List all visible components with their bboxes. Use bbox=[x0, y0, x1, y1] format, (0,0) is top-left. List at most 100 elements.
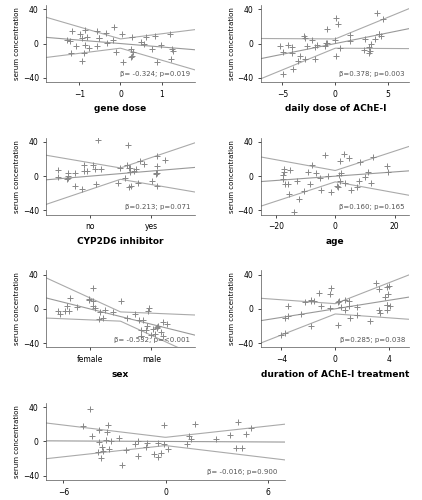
Point bbox=[380, 16, 387, 24]
Point bbox=[368, 179, 374, 187]
Point bbox=[154, 58, 161, 66]
Point bbox=[323, 39, 330, 47]
Point bbox=[55, 308, 62, 316]
Point bbox=[120, 58, 127, 66]
Point bbox=[356, 177, 362, 185]
Point bbox=[337, 169, 344, 177]
Point bbox=[67, 38, 73, 46]
Point bbox=[137, 157, 143, 165]
Point bbox=[126, 183, 133, 191]
Point bbox=[322, 42, 329, 50]
Point bbox=[160, 318, 166, 326]
Point bbox=[357, 158, 364, 166]
Point bbox=[140, 40, 147, 48]
Point bbox=[69, 27, 76, 35]
Point bbox=[122, 446, 129, 454]
Point bbox=[325, 172, 332, 180]
Point bbox=[80, 422, 87, 430]
Point bbox=[387, 302, 393, 310]
Point bbox=[129, 52, 136, 60]
Point bbox=[327, 290, 334, 298]
Point bbox=[281, 314, 288, 322]
Point bbox=[384, 301, 391, 309]
Text: β= -0.016; p=0.900: β= -0.016; p=0.900 bbox=[207, 470, 277, 476]
Point bbox=[135, 452, 141, 460]
Point bbox=[287, 166, 294, 174]
Point bbox=[301, 32, 308, 40]
Point bbox=[278, 331, 284, 339]
Point bbox=[238, 444, 245, 452]
Y-axis label: serum concentration: serum concentration bbox=[229, 272, 235, 345]
Point bbox=[280, 70, 287, 78]
Point bbox=[322, 151, 329, 159]
Point bbox=[65, 307, 72, 315]
Point bbox=[282, 180, 289, 188]
Point bbox=[138, 332, 144, 340]
Point bbox=[138, 38, 144, 46]
Point bbox=[169, 44, 176, 52]
Point bbox=[160, 332, 166, 340]
Point bbox=[102, 28, 109, 36]
Text: β=0.285; p=0.038: β=0.285; p=0.038 bbox=[340, 336, 405, 342]
Point bbox=[375, 285, 382, 293]
Point bbox=[112, 48, 119, 56]
Point bbox=[304, 42, 311, 50]
Point bbox=[152, 169, 159, 177]
Point bbox=[383, 302, 390, 310]
Point bbox=[312, 169, 319, 177]
Point bbox=[119, 30, 125, 38]
Point bbox=[151, 32, 158, 40]
Point bbox=[85, 44, 92, 52]
Point bbox=[373, 8, 380, 16]
Point bbox=[331, 36, 338, 44]
Point bbox=[346, 154, 352, 162]
X-axis label: duration of AChE-I treatment: duration of AChE-I treatment bbox=[261, 370, 409, 378]
Point bbox=[324, 40, 330, 48]
Point bbox=[365, 168, 371, 176]
Point bbox=[64, 302, 71, 310]
Point bbox=[97, 454, 104, 462]
Point bbox=[141, 160, 147, 168]
Point bbox=[110, 308, 117, 316]
Point bbox=[341, 150, 347, 158]
Y-axis label: serum concentration: serum concentration bbox=[14, 272, 20, 345]
Point bbox=[82, 26, 89, 34]
Point bbox=[151, 330, 158, 338]
Point bbox=[302, 55, 308, 63]
Point bbox=[102, 306, 108, 314]
Point bbox=[308, 161, 315, 169]
Point bbox=[347, 37, 354, 45]
Point bbox=[279, 48, 286, 56]
Point bbox=[165, 444, 171, 452]
Point bbox=[94, 27, 101, 35]
X-axis label: sex: sex bbox=[112, 370, 129, 378]
Point bbox=[154, 152, 160, 160]
Point bbox=[133, 164, 140, 172]
Point bbox=[137, 326, 144, 334]
Point bbox=[312, 54, 319, 62]
Point bbox=[157, 328, 164, 336]
Point bbox=[144, 308, 151, 316]
Point bbox=[187, 436, 194, 444]
Point bbox=[103, 38, 110, 46]
Point bbox=[367, 318, 373, 326]
Point bbox=[289, 44, 295, 52]
Point bbox=[154, 322, 161, 330]
Point bbox=[89, 284, 96, 292]
Point bbox=[85, 296, 92, 304]
Point bbox=[248, 424, 254, 432]
Point bbox=[62, 307, 68, 315]
Text: β= -0.324; p=0.019: β= -0.324; p=0.019 bbox=[120, 72, 190, 78]
Point bbox=[153, 323, 160, 331]
Point bbox=[318, 302, 325, 310]
Point bbox=[346, 314, 353, 322]
Point bbox=[79, 56, 86, 64]
Point bbox=[308, 36, 315, 44]
Point bbox=[324, 26, 330, 34]
Point bbox=[384, 282, 391, 290]
Point bbox=[72, 170, 78, 177]
Point bbox=[308, 296, 314, 304]
Point bbox=[295, 195, 302, 203]
Point bbox=[94, 42, 101, 50]
Point bbox=[97, 308, 104, 316]
